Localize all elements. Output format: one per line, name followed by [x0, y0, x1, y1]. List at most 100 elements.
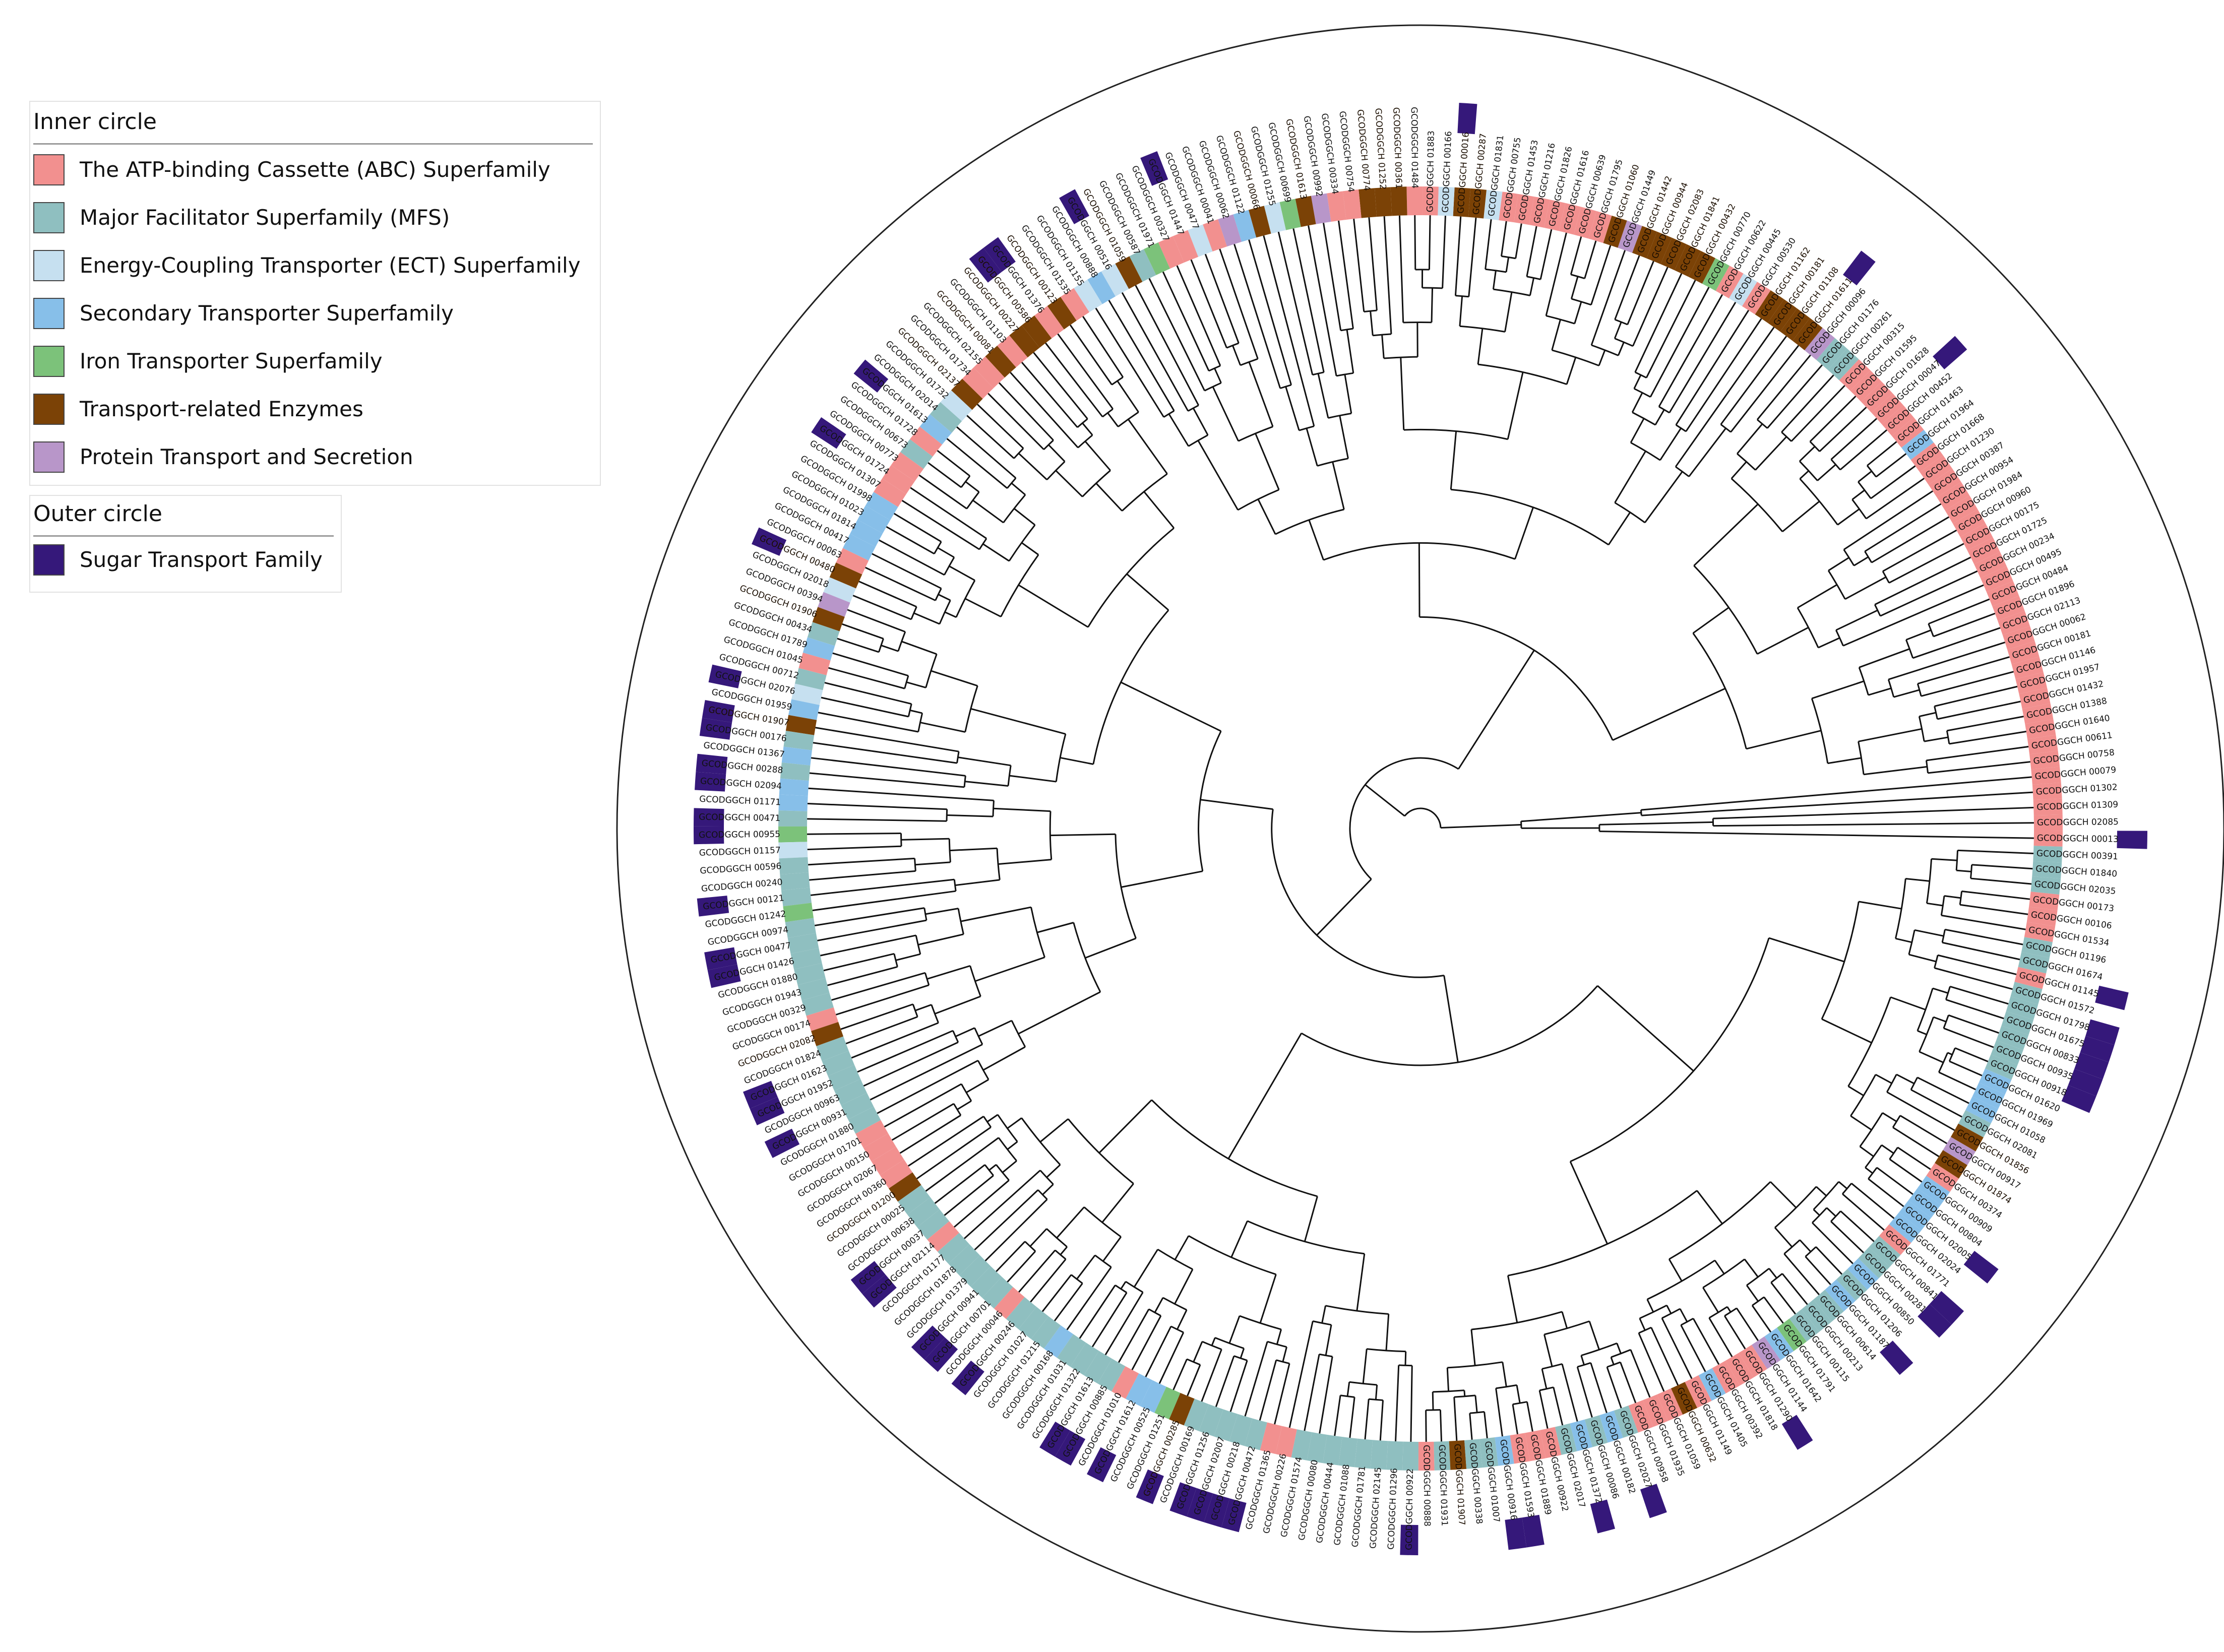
branch-line [1919, 712, 1936, 718]
branch-arc [1882, 570, 1890, 584]
branch-arc [1841, 1183, 1852, 1195]
branch-line [1847, 1086, 1864, 1097]
branch-arc [963, 776, 966, 788]
branch-arc [1454, 1394, 1476, 1398]
category-band-segment [1910, 442, 1943, 472]
branch-line [1306, 428, 1318, 466]
leaf-label: GCODGGCH 00240 [701, 877, 783, 895]
branch-line [1259, 1274, 1277, 1323]
branch-line [811, 878, 955, 896]
branch-line [1569, 1161, 1609, 1244]
branch-line [1197, 440, 1239, 511]
branch-line [1813, 1209, 1820, 1216]
category-band-segment [1891, 417, 1924, 448]
branch-arc [1477, 363, 1567, 385]
branch-line [1507, 372, 1524, 439]
branch-line [913, 612, 940, 625]
branch-line [1941, 914, 2026, 930]
branch-arc [1271, 809, 1444, 978]
branch-arc [1720, 424, 1732, 433]
branch-line [1908, 954, 1937, 963]
inner-circle-category-ring [778, 186, 2063, 1471]
sugar-transport-marker [1781, 1415, 1813, 1450]
category-band-segment [836, 548, 869, 575]
branch-line [1859, 648, 1910, 668]
category-band-segment [1780, 308, 1810, 341]
branch-line [956, 426, 1017, 479]
branch-line [1649, 287, 1710, 398]
branch-line [1317, 373, 1329, 418]
category-band-segment [927, 1221, 959, 1252]
category-band-segment [816, 1036, 849, 1061]
sugar-transport-marker [1169, 1482, 1197, 1517]
legend-label-prot: Protein Transport and Secretion [80, 444, 413, 469]
branch-line [1229, 1360, 1248, 1412]
category-band-segment [1143, 242, 1170, 275]
sugar-transport-marker [1590, 1499, 1616, 1534]
branch-line [891, 1103, 954, 1141]
branch-line [1881, 1144, 1894, 1154]
category-band-segment [1449, 1440, 1467, 1470]
branch-arc [953, 879, 957, 892]
branch-arc [1403, 428, 1508, 440]
category-band-segment [1992, 596, 2025, 621]
branch-line [1082, 422, 1093, 436]
category-band-segment [2026, 907, 2058, 926]
sugar-transport-marker [1400, 1524, 1418, 1555]
sugar-transport-marker [1505, 1517, 1527, 1550]
branch-line [915, 1004, 932, 1011]
branch-line [1516, 1385, 1521, 1404]
branch-line [1720, 336, 1787, 425]
branch-line [1021, 542, 1039, 555]
category-band-segment [2014, 967, 2047, 989]
category-band-segment [1244, 1418, 1267, 1450]
branch-line [1959, 904, 2028, 915]
branch-line [1971, 864, 2033, 870]
category-band-segment [930, 402, 962, 433]
branch-line [1714, 1259, 1725, 1275]
branch-line [1007, 1250, 1036, 1283]
sugar-transport-marker [1187, 1488, 1213, 1522]
category-band-segment [2029, 750, 2060, 770]
category-band-segment [1248, 206, 1271, 238]
branch-line [1468, 217, 1477, 297]
branch-arc [1325, 1305, 1389, 1315]
branch-line [1495, 1388, 1503, 1437]
branch-line [1598, 350, 1606, 366]
branch-line [1871, 516, 1950, 563]
branch-line [964, 781, 1009, 787]
branch-arc [1669, 1181, 1771, 1260]
branch-line [865, 566, 936, 601]
branch-line [1817, 464, 1836, 481]
branch-arc [1948, 1047, 1956, 1062]
category-band-segment [822, 1050, 855, 1076]
branch-line [1018, 584, 1089, 628]
branch-line [1228, 1315, 1241, 1344]
category-band-segment [1688, 250, 1715, 284]
branch-line [828, 667, 905, 689]
branch-line [931, 670, 978, 687]
branch-arc [1607, 1361, 1621, 1368]
branch-line [1819, 406, 1867, 452]
branch-line [1255, 433, 1280, 490]
branch-arc [1469, 1411, 1485, 1414]
branch-line [1463, 1390, 1466, 1396]
branch-line [1453, 1397, 1458, 1441]
branch-line [1927, 902, 1943, 907]
branch-line [1818, 637, 1840, 649]
branch-line [1172, 1359, 1188, 1390]
branch-line [1474, 1395, 1478, 1413]
branch-line [1227, 1033, 1303, 1159]
branch-line [1045, 342, 1103, 417]
branch-line [949, 847, 998, 852]
branch-arc [953, 1103, 962, 1116]
category-band-segment [982, 1277, 1013, 1309]
branch-arc [983, 1116, 992, 1128]
branch-line [920, 722, 966, 733]
legend-label-abc: The ATP-binding Cassette (ABC) Superfami… [80, 157, 550, 182]
branch-line [1790, 385, 1845, 442]
branch-line [901, 499, 980, 550]
branch-arc [1864, 551, 1873, 563]
branch-line [1526, 1402, 1533, 1432]
category-band-segment [857, 505, 891, 534]
